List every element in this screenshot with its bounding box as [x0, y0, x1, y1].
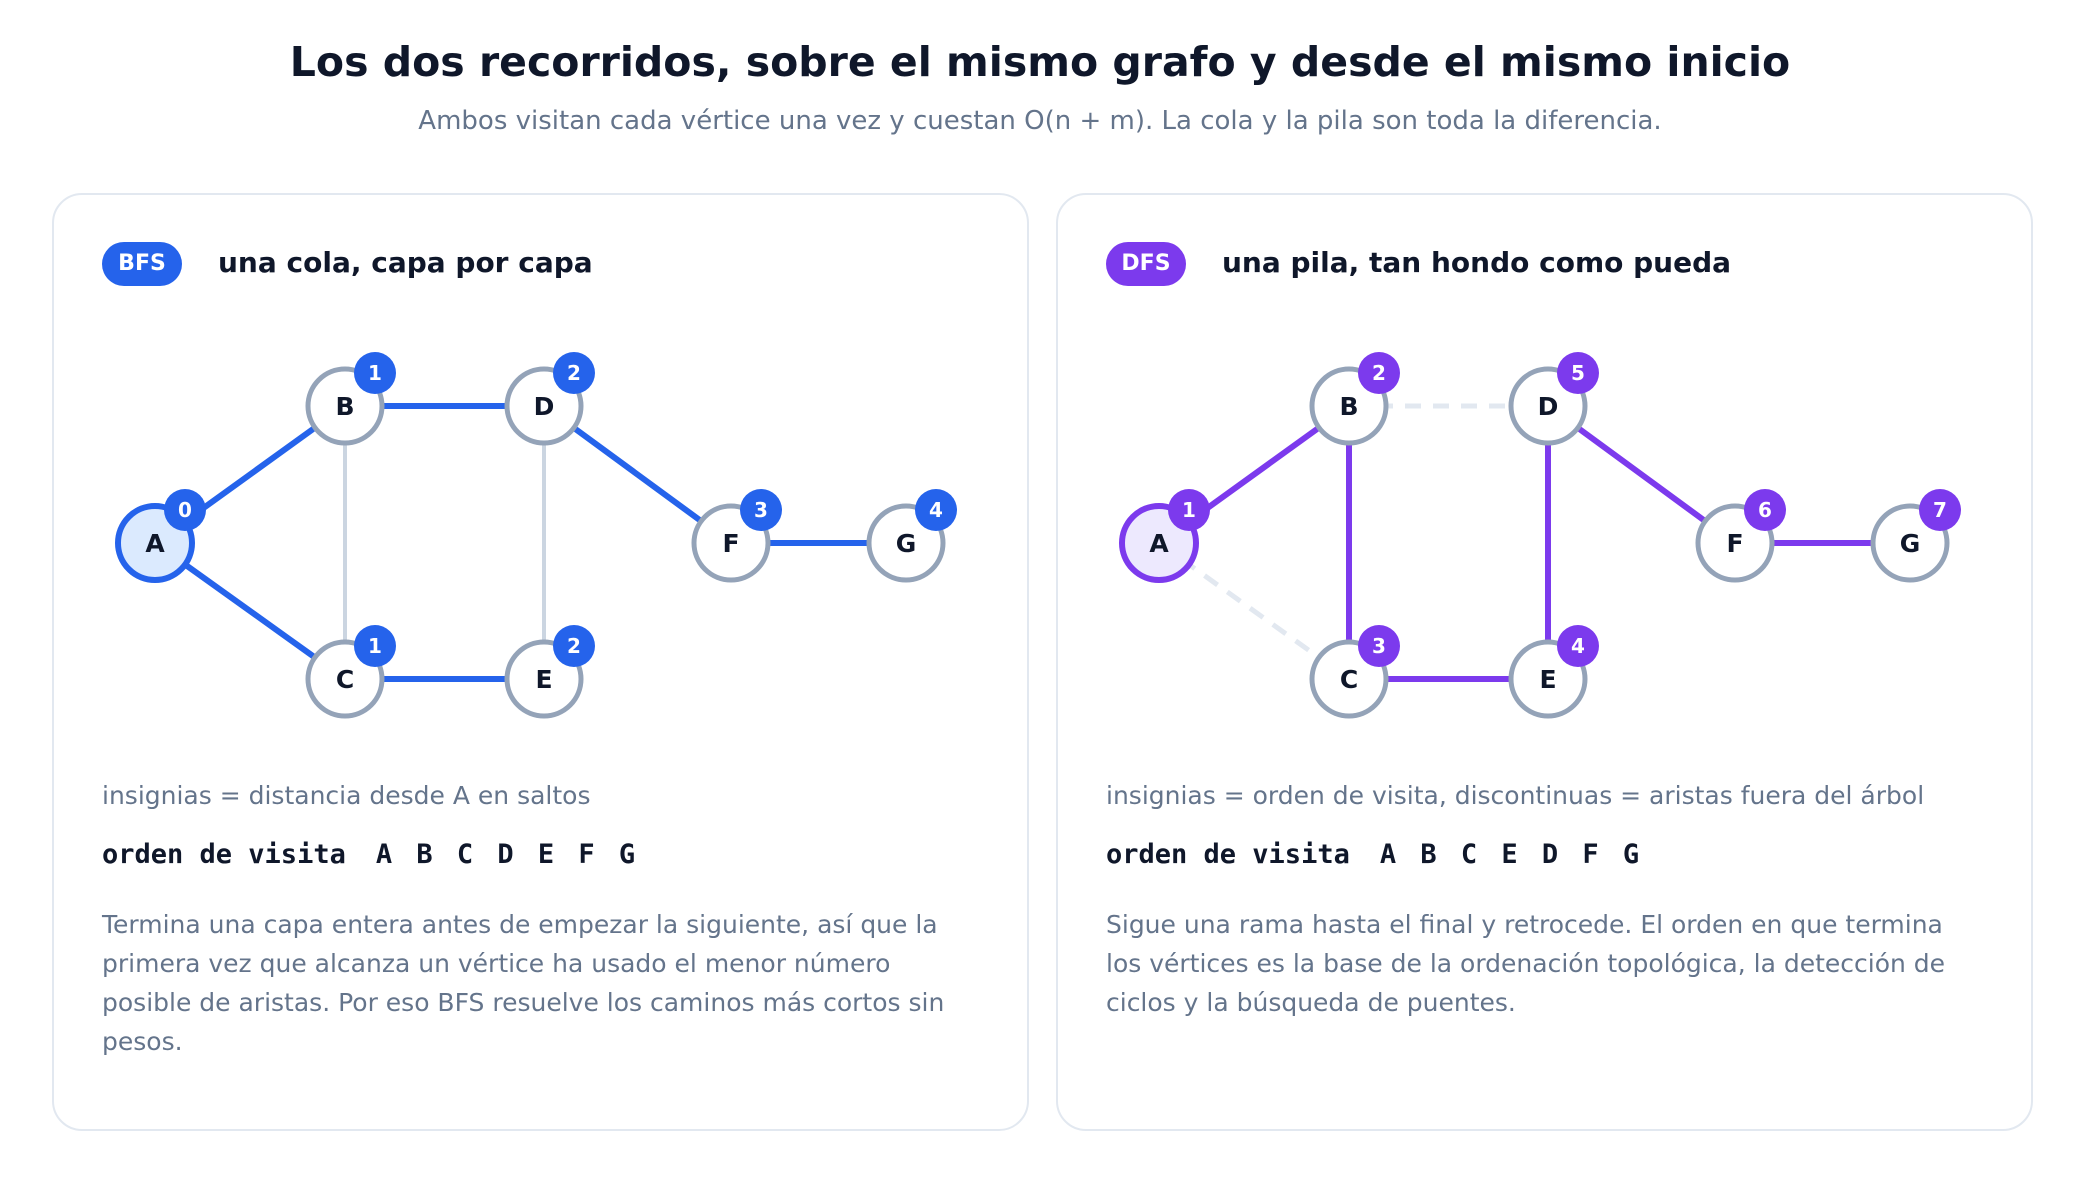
dfs-node-label: D [1538, 392, 1559, 421]
bfs-heading: una cola, capa por capa [218, 246, 593, 279]
dfs-graph: A1 B2 C3 D5 E4 F6 G7 [1119, 352, 1961, 719]
dfs-visit-order-sequence: A B C E D F G [1379, 839, 1644, 870]
dfs-node-label: C [1340, 665, 1358, 694]
dfs-node-B: B2 [1309, 352, 1400, 446]
dfs-node-E: E4 [1508, 625, 1599, 719]
dfs-badge-label-E: 4 [1571, 634, 1585, 658]
bfs-badge-G [915, 489, 957, 531]
bfs-node-label: B [335, 392, 354, 421]
bfs-node-label: C [336, 665, 354, 694]
dfs-heading: una pila, tan hondo como pueda [1222, 246, 1732, 279]
dfs-badge-F [1744, 489, 1786, 531]
dfs-node-label: A [1149, 529, 1169, 558]
bfs-badge-D [553, 352, 595, 394]
dfs-node-A: A1 [1119, 489, 1210, 583]
dfs-badge-G [1919, 489, 1961, 531]
bfs-badge-label-A: 0 [178, 498, 192, 522]
dfs-caption: insignias = orden de visita, discontinua… [1106, 781, 1925, 810]
bfs-visit-order: orden de visita A B C D E F G [102, 839, 639, 870]
dfs-visit-order: orden de visita A B C E D F G [1106, 839, 1643, 870]
dfs-badge-label-G: 7 [1933, 498, 1947, 522]
dfs-badge-A [1168, 489, 1210, 531]
dfs-node-label: B [1339, 392, 1358, 421]
bfs-badge-label-C: 1 [368, 634, 382, 658]
page-subtitle: Ambos visitan cada vértice una vez y cue… [418, 106, 1662, 136]
dfs-node-G: G7 [1870, 489, 1961, 583]
bfs-badge-E [553, 625, 595, 667]
dfs-node-D: D5 [1508, 352, 1599, 446]
dfs-badge-C [1358, 625, 1400, 667]
bfs-node-label: E [535, 665, 552, 694]
bfs-badge-B [354, 352, 396, 394]
dfs-badge-D [1557, 352, 1599, 394]
bfs-node-D: D2 [504, 352, 595, 446]
bfs-node-label: F [722, 529, 739, 558]
bfs-badge-label-F: 3 [754, 498, 768, 522]
dfs-badge-label-D: 5 [1571, 361, 1585, 385]
bfs-node-G: G4 [866, 489, 957, 583]
bfs-badge-C [354, 625, 396, 667]
bfs-node-C: C1 [305, 625, 396, 719]
dfs-node-F: F6 [1695, 489, 1786, 583]
dfs-badge-label-B: 2 [1372, 361, 1386, 385]
bfs-badge-A [164, 489, 206, 531]
bfs-visit-order-sequence: A B C D E F G [375, 839, 640, 870]
bfs-description: Termina una capa entera antes de empezar… [102, 910, 945, 1056]
bfs-caption: insignias = distancia desde A en saltos [102, 781, 591, 810]
dfs-node-C: C3 [1309, 625, 1400, 719]
dfs-visit-order-label: orden de visita [1106, 839, 1350, 870]
bfs-badge-label-D: 2 [567, 361, 581, 385]
bfs-badge-F [740, 489, 782, 531]
bfs-badge-label-G: 4 [929, 498, 943, 522]
dfs-badge-label-A: 1 [1182, 498, 1196, 522]
dfs-badge-label-F: 6 [1758, 498, 1772, 522]
dfs-badge-B [1358, 352, 1400, 394]
dfs-node-label: G [1900, 529, 1921, 558]
bfs-visit-order-label: orden de visita [102, 839, 346, 870]
bfs-badge-label-E: 2 [567, 634, 581, 658]
dfs-badge-E [1557, 625, 1599, 667]
page-title: Los dos recorridos, sobre el mismo grafo… [289, 38, 1791, 86]
dfs-tag: DFS [1106, 242, 1186, 286]
bfs-node-E: E2 [504, 625, 595, 719]
bfs-node-B: B1 [305, 352, 396, 446]
bfs-node-F: F3 [691, 489, 782, 583]
dfs-description: Sigue una rama hasta el final y retroced… [1106, 910, 1946, 1017]
bfs-node-A: A0 [115, 489, 206, 583]
dfs-node-label: E [1539, 665, 1556, 694]
dfs-node-label: F [1726, 529, 1743, 558]
bfs-tag: BFS [102, 242, 182, 286]
bfs-badge-label-B: 1 [368, 361, 382, 385]
bfs-node-label: G [896, 529, 917, 558]
bfs-node-label: D [534, 392, 555, 421]
bfs-node-label: A [145, 529, 165, 558]
dfs-badge-label-C: 3 [1372, 634, 1386, 658]
